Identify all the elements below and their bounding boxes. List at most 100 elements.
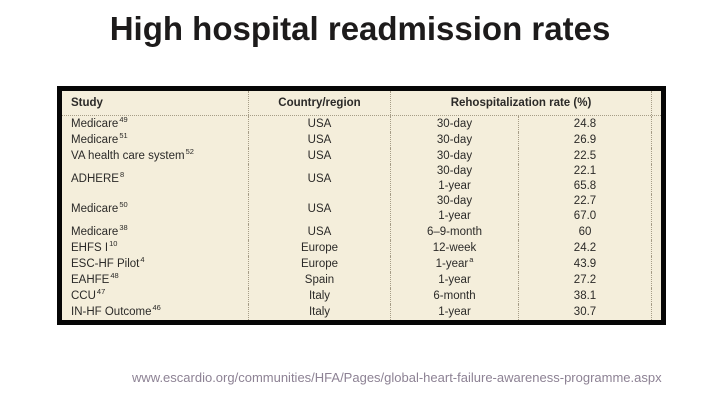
rate-value-text: 43.9 — [573, 257, 597, 270]
rate-value-text: 38.1 — [573, 289, 597, 302]
rate-value-text: 22.7 — [573, 195, 597, 207]
rate-value-text: 26.9 — [573, 133, 597, 146]
rate-period-text: 30-day — [436, 165, 473, 177]
row-end-spacer — [651, 164, 661, 194]
rate-period: 6–9-month — [390, 224, 518, 240]
reference-superscript: 47 — [96, 286, 106, 296]
rate-period-text: 30-day — [436, 117, 473, 130]
reference-superscript: 48 — [110, 270, 119, 280]
rate-period-text: 12-week — [432, 241, 477, 254]
rate-value: 22.7 67.0 — [518, 194, 651, 224]
country-text: USA — [307, 149, 332, 162]
row-end-spacer — [651, 116, 661, 132]
rate-period: 30-day 1-year — [390, 164, 518, 194]
rate-value-text: 24.2 — [573, 241, 597, 254]
row-end-spacer — [651, 224, 661, 240]
study-name: Medicare49 — [62, 114, 248, 132]
rate-value-text: 60 — [578, 225, 592, 238]
rate-period-text: 6-month — [433, 289, 476, 302]
rate-period-text: 30-day — [436, 133, 473, 146]
reference-superscript: 49 — [119, 114, 128, 124]
rate-period: 12-week — [390, 240, 518, 256]
study-name-text: EHFS I10 — [71, 238, 118, 254]
rate-period: 6-month — [390, 288, 518, 304]
country-text: Europe — [300, 241, 339, 254]
row-end-spacer — [651, 132, 661, 148]
source-url-link[interactable]: www.escardio.org/communities/HFA/Pages/g… — [132, 370, 662, 385]
study-name-text: ESC-HF Pilot4 — [71, 254, 145, 270]
study-name-text: Medicare51 — [71, 130, 128, 146]
row-end-spacer — [651, 194, 661, 224]
rate-value: 30.7 — [518, 304, 651, 320]
study-name-text: CCU47 — [71, 286, 106, 302]
rate-value-text: 24.8 — [573, 117, 597, 130]
study-name: ESC-HF Pilot4 — [62, 254, 248, 272]
rate-value: 22.1 65.8 — [518, 164, 651, 194]
study-name: Medicare38 — [62, 222, 248, 240]
study-name: Medicare51 — [62, 130, 248, 148]
rate-value-text: 30.7 — [573, 305, 597, 318]
column-header-study: Study — [71, 97, 103, 109]
country-text: USA — [307, 202, 332, 215]
study-name: Medicare50 — [62, 194, 248, 224]
country-text: Spain — [304, 273, 335, 286]
rate-period: 1-yeara — [390, 254, 518, 272]
row-end-spacer — [651, 256, 661, 272]
row-end-spacer — [651, 288, 661, 304]
column-header-rehospitalization-rate: Rehospitalization rate (%) — [390, 91, 651, 115]
country-name: Europe — [248, 256, 390, 272]
reference-superscript: 50 — [119, 199, 128, 209]
table-row: EHFS I10 Europe 12-week 24.2 — [62, 238, 661, 256]
rate-period-text: 1-year — [438, 305, 471, 318]
rate-period: 30-day — [390, 132, 518, 148]
country-text: USA — [307, 225, 332, 238]
study-name-text: Medicare49 — [71, 114, 128, 130]
country-name: USA — [248, 116, 390, 132]
rate-period-text: 1-yeara — [435, 254, 474, 270]
rate-value: 26.9 — [518, 132, 651, 148]
table-row: ADHERE8 USA 30-day 1-year 22.1 65.8 — [62, 164, 661, 194]
country-text: USA — [307, 117, 332, 130]
rate-period: 30-day — [390, 116, 518, 132]
country-name: Spain — [248, 272, 390, 288]
study-name-text: IN-HF Outcome46 — [71, 302, 161, 318]
country-text: Italy — [308, 305, 331, 318]
reference-superscript: 10 — [109, 238, 118, 248]
study-name-text: ADHERE8 — [71, 169, 125, 185]
rate-value-text: 22.5 — [573, 149, 597, 162]
rate-value: 27.2 — [518, 272, 651, 288]
country-name: USA — [248, 132, 390, 148]
rate-value: 38.1 — [518, 288, 651, 304]
rate-period-text: 1-year — [438, 180, 471, 192]
rate-period: 1-year — [390, 304, 518, 320]
country-text: Europe — [300, 257, 339, 270]
rate-value: 22.5 — [518, 148, 651, 164]
rate-period-text: 1-year — [438, 210, 471, 222]
rate-value-text: 67.0 — [573, 210, 597, 222]
rate-period-text: 1-year — [438, 273, 471, 286]
study-name: EAHFE48 — [62, 270, 248, 288]
table-row: Medicare51 USA 30-day 26.9 — [62, 130, 661, 148]
table-row: Medicare49 USA 30-day 24.8 — [62, 114, 661, 132]
table-body: Medicare49 USA 30-day 24.8 Medicare51 USA 30-d… — [62, 114, 661, 320]
rate-period-text: 6–9-month — [427, 225, 482, 238]
study-name-text: Medicare38 — [71, 222, 128, 238]
rate-period: 1-year — [390, 272, 518, 288]
study-name: IN-HF Outcome46 — [62, 302, 248, 320]
study-name-text: EAHFE48 — [71, 270, 119, 286]
reference-superscript: 38 — [119, 222, 128, 232]
rate-value: 24.8 — [518, 116, 651, 132]
table-row: VA health care system52 USA 30-day 22.5 — [62, 146, 661, 164]
period-note-superscript: a — [469, 254, 474, 264]
header-end-spacer — [651, 91, 661, 115]
row-end-spacer — [651, 304, 661, 320]
table-row: EAHFE48 Spain 1-year 27.2 — [62, 270, 661, 288]
country-name: USA — [248, 224, 390, 240]
country-text: Italy — [308, 289, 331, 302]
table-row: Medicare50 USA 30-day 1-year 22.7 67.0 — [62, 194, 661, 224]
study-name-text: VA health care system52 — [71, 146, 194, 162]
country-name: Italy — [248, 304, 390, 320]
table-row: CCU47 Italy 6-month 38.1 — [62, 286, 661, 304]
table-row: IN-HF Outcome46 Italy 1-year 30.7 — [62, 302, 661, 320]
reference-superscript: 51 — [119, 130, 128, 140]
